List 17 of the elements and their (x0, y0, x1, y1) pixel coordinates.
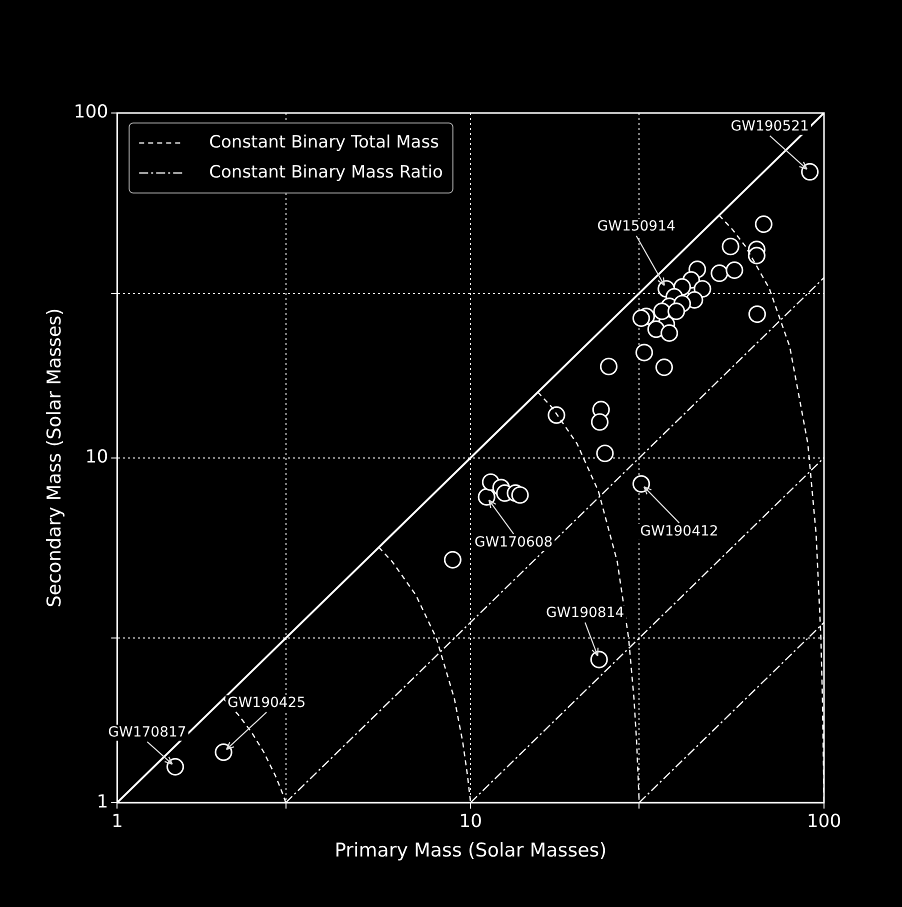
legend-label: Constant Binary Mass Ratio (209, 162, 443, 182)
y-tick-label: 1 (96, 791, 108, 812)
annotation: GW170608 (474, 534, 553, 551)
annotation: GW190425 (227, 694, 306, 711)
annotation: GW190814 (546, 605, 624, 622)
y-tick-label: 100 (74, 102, 108, 123)
annotation: GW150914 (597, 218, 676, 235)
annotation: GW170817 (108, 724, 186, 740)
y-axis-title: Secondary Mass (Solar Masses) (43, 308, 66, 608)
x-tick-label: 100 (806, 811, 842, 832)
x-tick-label: 1 (111, 811, 123, 832)
x-tick-label: 10 (459, 811, 482, 832)
y-tick-label: 10 (85, 446, 108, 468)
annotation: GW190412 (640, 524, 718, 540)
legend-label: Constant Binary Total Mass (209, 132, 440, 152)
x-axis-title: Primary Mass (Solar Masses) (334, 840, 607, 862)
annotation: GW190521 (730, 118, 809, 134)
